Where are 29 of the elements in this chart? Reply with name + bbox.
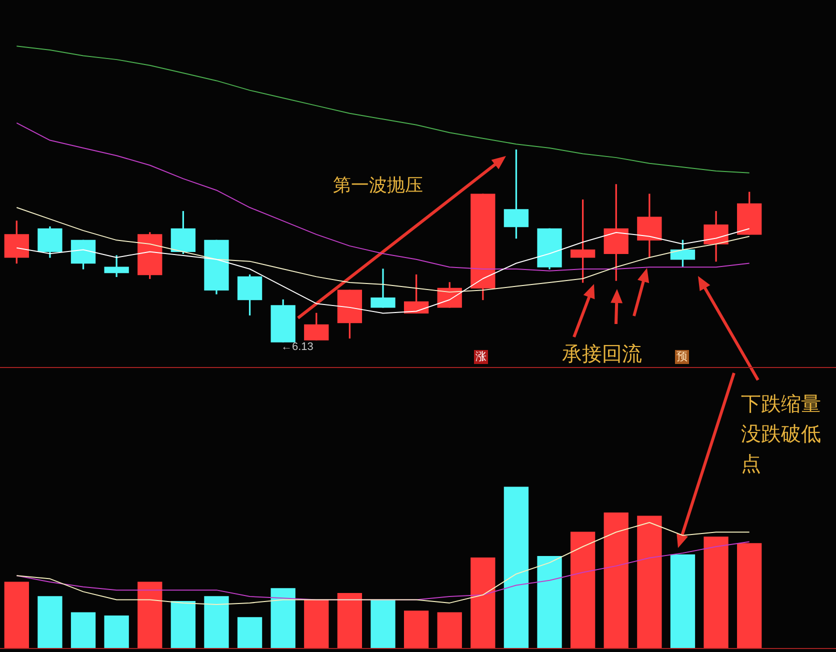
bar <box>670 554 696 648</box>
text: 承接回流 <box>562 344 642 366</box>
bar <box>437 612 462 648</box>
bar <box>570 532 596 648</box>
bar <box>537 556 562 648</box>
bar <box>637 516 662 648</box>
bar <box>304 599 329 648</box>
bar <box>404 610 429 648</box>
bar <box>470 558 496 648</box>
bar <box>38 596 62 648</box>
bar <box>204 596 229 648</box>
bar <box>704 536 728 648</box>
bar <box>70 612 96 648</box>
bar <box>337 592 362 648</box>
bar <box>370 599 396 648</box>
bar <box>104 615 129 648</box>
bar <box>604 512 628 648</box>
text: 预 <box>676 351 688 364</box>
bar <box>138 582 162 648</box>
bar <box>270 588 296 648</box>
text: 下跌缩量没跌破低点 <box>741 394 821 476</box>
annotation: 第一波抛压 <box>333 174 423 195</box>
bar <box>504 486 529 648</box>
bar <box>737 543 762 648</box>
bar <box>237 617 262 648</box>
annotation: ←6.13 <box>281 341 314 354</box>
bar <box>4 582 29 648</box>
text: 涨 <box>476 351 486 364</box>
bar <box>170 601 196 648</box>
